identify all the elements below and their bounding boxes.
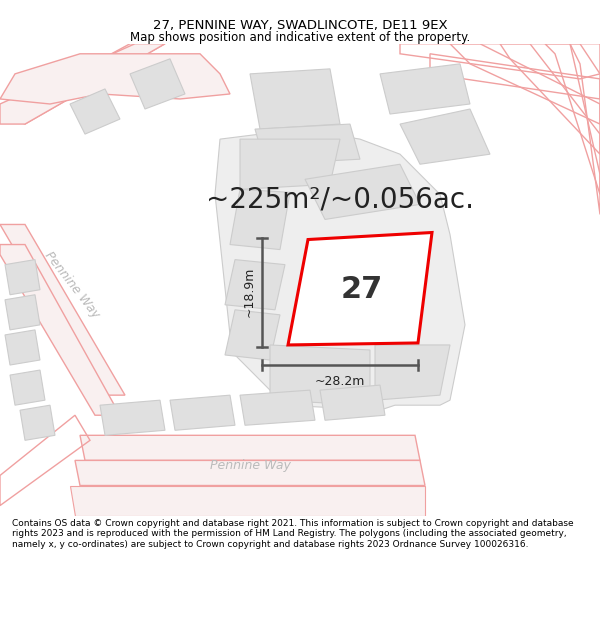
Polygon shape: [225, 259, 285, 310]
Polygon shape: [70, 89, 120, 134]
Polygon shape: [225, 310, 280, 360]
Polygon shape: [170, 395, 235, 430]
Polygon shape: [5, 259, 40, 295]
Text: ~28.2m: ~28.2m: [315, 375, 365, 388]
Polygon shape: [80, 435, 420, 461]
Polygon shape: [305, 164, 420, 219]
Text: 27, PENNINE WAY, SWADLINCOTE, DE11 9EX: 27, PENNINE WAY, SWADLINCOTE, DE11 9EX: [152, 19, 448, 31]
Polygon shape: [20, 405, 55, 441]
Polygon shape: [0, 44, 165, 124]
Polygon shape: [130, 59, 185, 109]
Polygon shape: [320, 385, 385, 420]
Polygon shape: [400, 109, 490, 164]
Polygon shape: [5, 295, 40, 330]
Text: ~225m²/~0.056ac.: ~225m²/~0.056ac.: [206, 186, 474, 213]
Polygon shape: [0, 44, 165, 124]
Text: 27: 27: [340, 276, 383, 304]
Polygon shape: [270, 345, 370, 405]
Polygon shape: [70, 486, 425, 516]
Polygon shape: [10, 370, 45, 405]
Polygon shape: [100, 400, 165, 435]
Text: Map shows position and indicative extent of the property.: Map shows position and indicative extent…: [130, 31, 470, 44]
Polygon shape: [0, 244, 120, 415]
Text: Pennine Way: Pennine Way: [209, 459, 290, 472]
Text: Pennine Way: Pennine Way: [42, 249, 102, 321]
Polygon shape: [5, 330, 40, 365]
Polygon shape: [255, 124, 360, 164]
Text: ~18.9m: ~18.9m: [243, 267, 256, 318]
Polygon shape: [215, 129, 465, 410]
Polygon shape: [75, 461, 425, 486]
Polygon shape: [380, 64, 470, 114]
Text: Contains OS data © Crown copyright and database right 2021. This information is : Contains OS data © Crown copyright and d…: [12, 519, 574, 549]
Polygon shape: [240, 139, 340, 189]
Polygon shape: [288, 232, 432, 345]
Polygon shape: [240, 390, 315, 425]
Polygon shape: [0, 224, 125, 395]
Polygon shape: [230, 189, 290, 249]
Polygon shape: [250, 69, 340, 129]
Polygon shape: [375, 345, 450, 400]
Polygon shape: [0, 54, 230, 104]
